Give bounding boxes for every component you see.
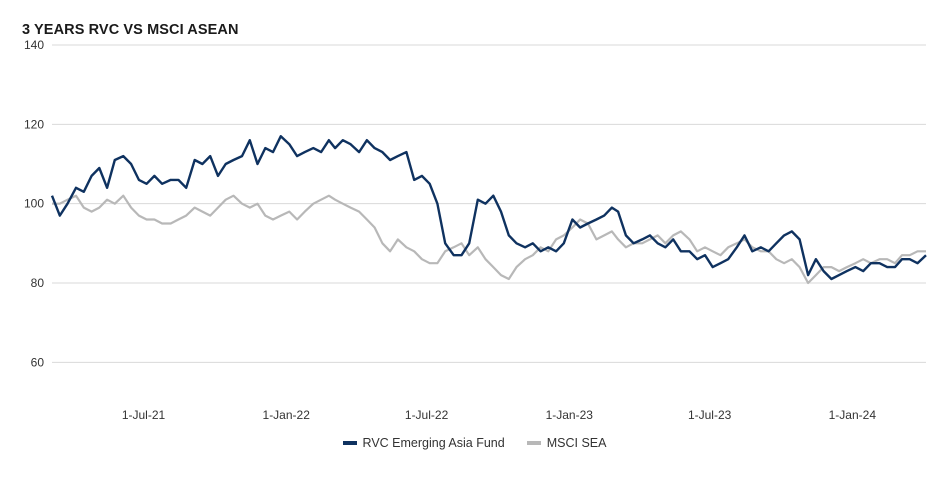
y-tick-label: 80	[31, 276, 45, 290]
y-tick-label: 60	[31, 355, 45, 369]
y-tick-label: 120	[24, 117, 44, 131]
gridlines	[52, 44, 926, 363]
legend-swatch-msci	[526, 441, 541, 445]
y-tick-label: 140	[24, 38, 44, 52]
legend-label-msci: MSCI SEA	[546, 436, 607, 450]
series-line-rvc	[50, 134, 927, 281]
x-tick-label: 1-Jul-22	[405, 408, 449, 422]
legend-item-rvc: RVC Emerging Asia Fund	[342, 436, 505, 450]
legend: RVC Emerging Asia Fund MSCI SEA	[0, 436, 949, 450]
x-tick-label: 1-Jul-21	[122, 408, 166, 422]
x-tick-label: 1-Jan-22	[263, 408, 311, 422]
x-tick-label: 1-Jul-23	[688, 408, 732, 422]
x-tick-label: 1-Jan-24	[829, 408, 877, 422]
legend-item-msci: MSCI SEA	[526, 436, 607, 450]
x-axis-tick-labels: 1-Jul-21 1-Jan-22 1-Jul-22 1-Jan-23 1-Jul-23…	[122, 408, 876, 422]
legend-label-rvc: RVC Emerging Asia Fund	[362, 436, 505, 450]
y-tick-label: 100	[24, 197, 44, 211]
series-line-msci	[52, 194, 926, 285]
y-axis-tick-labels: 60 80 100 120 140	[24, 38, 44, 369]
x-tick-label: 1-Jan-23	[546, 408, 594, 422]
legend-swatch-rvc	[342, 441, 357, 445]
chart-title: 3 YEARS RVC VS MSCI ASEAN	[22, 22, 239, 38]
series-lines	[50, 134, 927, 285]
